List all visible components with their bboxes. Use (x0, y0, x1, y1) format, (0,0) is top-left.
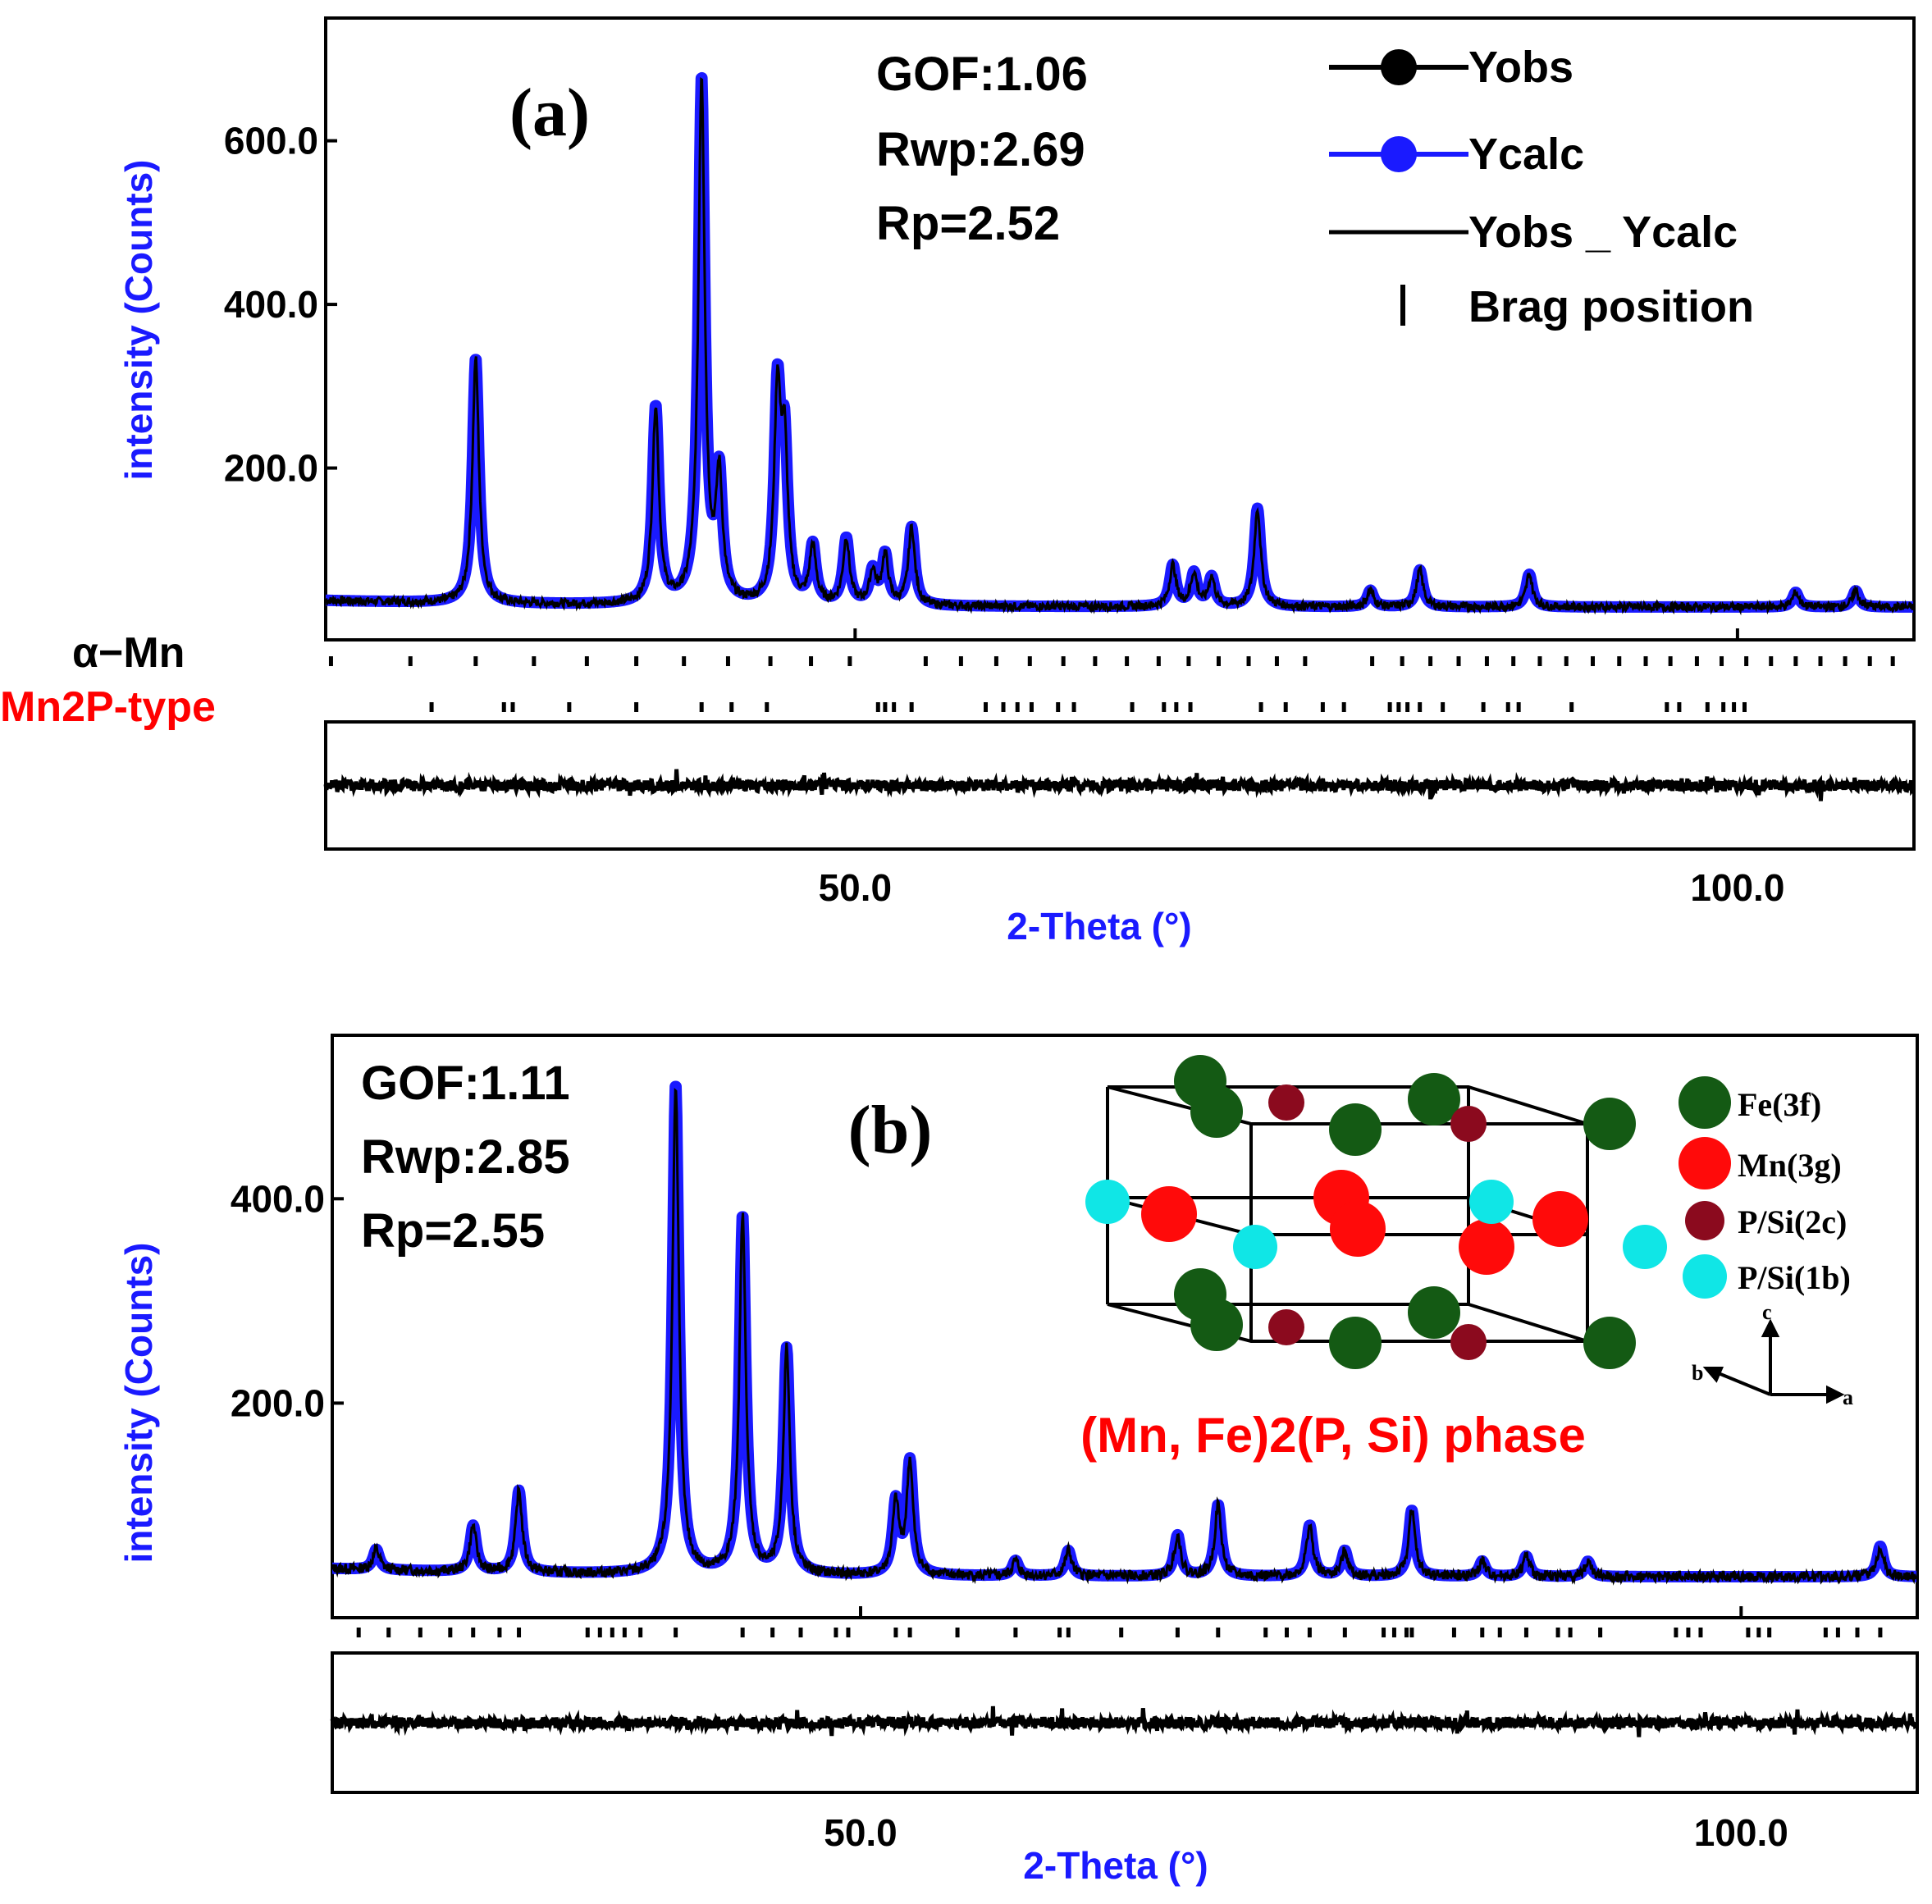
panel-b-bragg-ticks (356, 1628, 1883, 1637)
legend-fe-marker (1679, 1076, 1731, 1129)
psi-2c-atom (1268, 1309, 1304, 1345)
legend-psi2c-label: P/Si(2c) (1738, 1203, 1847, 1240)
legend-psi2c-marker (1685, 1201, 1724, 1240)
legend-psi1b-label: P/Si(1b) (1738, 1259, 1851, 1296)
mn-3g-atoms (1141, 1170, 1588, 1275)
inset-phase-title: (Mn, Fe)2(P, Si) phase (1080, 1408, 1586, 1463)
fe-atom (1190, 1299, 1243, 1351)
phase-alpha-mn-label: α−Mn (72, 629, 185, 677)
y-tick-label: 400.0 (224, 283, 318, 326)
panel-b-xlabel: 2-Theta (°) (1023, 1844, 1208, 1887)
legend-mn-label: Mn(3g) (1738, 1147, 1842, 1184)
psi-2c-atom (1450, 1106, 1487, 1142)
panel-a-legend: Yobs Ycalc Yobs _ Ycalc Brag position (1329, 43, 1754, 331)
difference-series (323, 769, 1916, 801)
fe-atom (1408, 1286, 1460, 1339)
axis-b-label: b (1692, 1361, 1703, 1385)
legend-psi1b-marker (1683, 1254, 1727, 1299)
psi-1b-atom (1469, 1180, 1514, 1224)
fe-atom (1329, 1103, 1382, 1156)
panel-b: 50.0 100.0 200.0 400.0 intensity (Counts) 2… (117, 1034, 1922, 1887)
axis-c-label: c (1762, 1300, 1772, 1324)
x-tick-label: 100.0 (1690, 866, 1784, 909)
panel-a-xlabel: 2-Theta (°) (1007, 905, 1191, 947)
panel-a-label: (a) (509, 75, 590, 151)
legend-diff-label: Yobs _ Ycalc (1468, 208, 1738, 257)
ycalc-series (320, 71, 1919, 613)
panel-a-bragg-ticks (328, 656, 1895, 712)
psi-1b-atom (1623, 1225, 1667, 1269)
axis-a-label: a (1843, 1386, 1853, 1409)
psi-1b-atom (1085, 1180, 1130, 1224)
legend-yobs-label: Yobs (1468, 43, 1573, 92)
panel-a-ylabel: intensity (Counts) (117, 160, 160, 481)
panel-a-curves (320, 71, 1919, 616)
fe-atom (1583, 1317, 1636, 1369)
legend-bragg-label: Brag position (1468, 282, 1754, 331)
legend-ycalc-marker (1381, 136, 1417, 172)
panel-a: 50.0 100.0 200.0 400.0 600.0 intensity (Coun… (0, 16, 1919, 947)
y-tick-label: 200.0 (224, 447, 318, 490)
axes-triad: c b a (1692, 1300, 1853, 1409)
mn-atom (1141, 1186, 1197, 1242)
panel-a-stat-gof: GOF:1.06 (876, 48, 1088, 101)
fe-atom (1190, 1085, 1243, 1138)
panel-b-ylabel: intensity (Counts) (117, 1243, 160, 1564)
psi-2c-atom (1268, 1084, 1304, 1121)
fe-3f-atoms (1174, 1055, 1636, 1369)
yobs-series (325, 77, 1915, 616)
fe-atom (1583, 1098, 1636, 1150)
x-tick-label: 50.0 (824, 1811, 897, 1854)
fe-atom (1329, 1317, 1382, 1369)
panel-a-plot-frame (324, 16, 1916, 642)
psi-2c-atoms (1268, 1084, 1487, 1360)
x-tick-label: 100.0 (1694, 1811, 1788, 1854)
panel-b-stat-gof: GOF:1.11 (361, 1057, 570, 1110)
panel-b-stat-rp: Rp=2.55 (361, 1204, 545, 1258)
legend-fe-label: Fe(3f) (1738, 1086, 1821, 1123)
psi-1b-atoms (1085, 1180, 1667, 1269)
crystal-structure-inset: Fe(3f) Mn(3g) P/Si(2c) P/Si(1b) c b a (M… (1080, 1055, 1853, 1463)
mn-atom (1330, 1201, 1386, 1257)
y-tick-label: 200.0 (231, 1381, 325, 1424)
psi-2c-atom (1450, 1324, 1487, 1360)
panel-b-difference-curve (330, 1705, 1919, 1737)
legend-ycalc-label: Ycalc (1468, 130, 1584, 179)
panel-a-stat-rp: Rp=2.52 (876, 197, 1060, 250)
panel-b-stat-rwp: Rwp:2.85 (361, 1130, 570, 1184)
yobs-series (331, 1088, 1918, 1586)
phase-mn2p-label: Mn2P-type (0, 683, 216, 731)
x-tick-label: 50.0 (819, 866, 893, 909)
difference-series (330, 1705, 1919, 1737)
panel-b-axis-ticks: 50.0 100.0 200.0 400.0 (231, 1177, 1788, 1854)
panel-a-axis-ticks: 50.0 100.0 200.0 400.0 600.0 (224, 120, 1785, 909)
panel-b-label: (b) (848, 1092, 933, 1168)
legend-mn-marker (1679, 1137, 1731, 1189)
panel-a-difference-curve (323, 769, 1916, 801)
y-tick-label: 600.0 (224, 120, 318, 162)
fe-atom (1408, 1073, 1460, 1126)
mn-atom (1532, 1191, 1588, 1247)
panel-a-stat-rwp: Rwp:2.69 (876, 123, 1085, 176)
y-tick-label: 400.0 (231, 1177, 325, 1220)
panel-b-curves (327, 1080, 1922, 1586)
panel-b-plot-frame (331, 1034, 1919, 1619)
psi-1b-atom (1233, 1225, 1277, 1269)
panel-b-diff-frame (331, 1651, 1919, 1794)
legend-yobs-marker (1381, 49, 1417, 85)
mn-atom (1459, 1219, 1514, 1275)
atom-legend: Fe(3f) Mn(3g) P/Si(2c) P/Si(1b) (1679, 1076, 1851, 1299)
